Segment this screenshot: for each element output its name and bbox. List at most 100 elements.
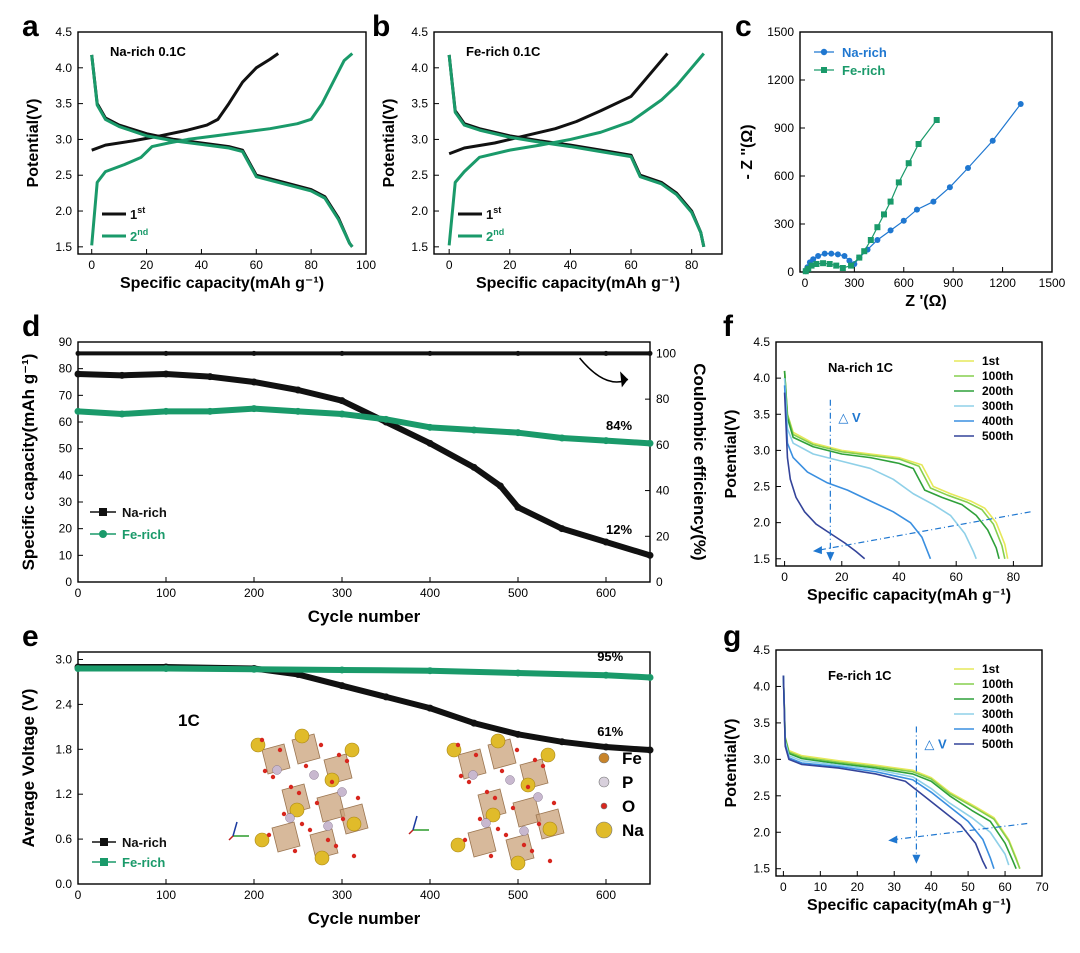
o-atom [307, 827, 313, 833]
series-na-rich-point [514, 503, 522, 511]
series-1st-charge-line [448, 52, 669, 156]
atom-legend-label: P [622, 773, 633, 792]
y2-tick-label: 80 [656, 392, 670, 406]
x-axis-label: Specific capacity(mAh g⁻¹) [120, 275, 324, 292]
panel-e: e 0 100 200 300 400 500 600 0.0 0.6 1.2 1.8 2.4 3.0 Cy… [19, 620, 654, 928]
series-fe-rich-point [933, 117, 940, 123]
arrowhead-icon [826, 552, 835, 562]
o-atom [355, 795, 361, 801]
legend-marker [100, 858, 108, 866]
plot-frame [799, 31, 1053, 273]
series-fe-rich-point [905, 160, 912, 167]
y-tick-label: 4.0 [753, 679, 770, 693]
series-100th-line [783, 370, 1006, 559]
series-fe-rich-point [826, 261, 833, 267]
x-tick-label: 30 [888, 880, 902, 894]
series-na-rich-point [250, 378, 258, 386]
series-na-rich-point [646, 551, 654, 559]
na-atom [346, 816, 362, 832]
annotation-arrow [579, 357, 629, 383]
arrowhead-icon [912, 854, 921, 864]
panel-d: d 0 100 200 300 400 500 600 0 10 20 30 40 50 60 70 80 90 0… [19, 310, 709, 626]
o-atom [277, 747, 283, 753]
crystal-axes-icon-1 [228, 821, 249, 841]
x-tick-label: 60 [950, 570, 964, 584]
series-fe-rich-point [514, 429, 522, 437]
x-tick-label: 300 [844, 276, 864, 290]
y-tick-label: 20 [59, 522, 73, 536]
x-tick-label: 40 [924, 880, 938, 894]
y-tick-label: 4.5 [753, 643, 770, 657]
x-axis-label: Specific capacity(mAh g⁻¹) [476, 275, 680, 292]
x-tick-label: 600 [894, 276, 914, 290]
series-fe-rich-point [839, 265, 846, 271]
panel-letter-c: c [735, 10, 752, 43]
x-tick-label: 0 [88, 258, 95, 272]
y-tick-label: 3.0 [753, 443, 770, 457]
x-tick-label: 0 [780, 880, 787, 894]
series-fe-rich-point [426, 423, 434, 431]
series-coulombic-efficiency-point [251, 350, 257, 356]
y-tick-label: 3.5 [55, 97, 72, 111]
x-tick-label: 600 [596, 888, 616, 902]
na-atom [485, 807, 501, 823]
arrowhead-icon [620, 371, 628, 388]
o-atom [270, 774, 276, 780]
panel-annotation: Na-rich 0.1C [110, 44, 186, 59]
y-tick-label: 1.5 [55, 240, 72, 254]
series-2nd-discharge-line [447, 54, 706, 248]
y-tick-label: 80 [59, 362, 73, 376]
panel-letter-f: f [723, 310, 734, 343]
legend-marker [99, 530, 107, 538]
legend-label: 300th [982, 399, 1013, 413]
series-1st-charge-line [91, 52, 280, 152]
panel-g: g 0 10 20 30 40 50 60 70 1.5 2.0 2.5 3.0 3.5 4.0 4.5 Spe… [723, 620, 1049, 914]
o-atom [503, 832, 509, 838]
series-fe-rich-point [820, 260, 827, 267]
panel-letter-g: g [723, 620, 741, 653]
series-fe-rich-point [881, 211, 887, 218]
series-na-rich-point [558, 738, 566, 746]
y-tick-label: 1.5 [753, 862, 770, 876]
o-atom [551, 800, 557, 806]
x-axis-label: Specific capacity(mAh g⁻¹) [807, 897, 1011, 914]
series-na-rich-point [946, 184, 953, 191]
series-fe-rich-point [338, 666, 346, 674]
na-atom [540, 747, 556, 763]
y-tick-label: 2.5 [55, 168, 72, 182]
legend-superscript: st [493, 205, 501, 215]
y-tick-label: 90 [59, 335, 73, 349]
series-na-rich-point [913, 206, 920, 213]
o-atom [488, 853, 494, 859]
series-fe-rich-point [602, 437, 610, 445]
series-fe-rich-point [382, 415, 390, 423]
series-na-rich-point [900, 217, 907, 224]
series-fe-rich-point [470, 426, 478, 434]
y-tick-label: 2.5 [411, 168, 428, 182]
atom-legend-marker [595, 821, 613, 839]
x-tick-label: 80 [685, 258, 699, 272]
series-na-rich-point [846, 257, 853, 264]
na-atom [294, 728, 310, 744]
panel-a: a 0 20 40 60 80 100 1.5 2.0 2.5 3.0 3.5 4.0 4.5 Specif… [22, 10, 376, 292]
capacity-fade-arrow [818, 511, 1031, 551]
series-na-rich-line [805, 103, 1022, 272]
o-atom [532, 757, 538, 763]
x-tick-label: 0 [75, 586, 82, 600]
series-coulombic-efficiency-point [163, 350, 169, 356]
series-na-rich-point [382, 693, 390, 701]
legend-label: 1st [982, 662, 999, 676]
y-tick-label: 4.0 [411, 61, 428, 75]
o-atom [458, 773, 464, 779]
series-coulombic-efficiency-point [339, 350, 345, 356]
legend-label: Na-rich [842, 45, 887, 60]
x-tick-label: 20 [851, 880, 865, 894]
series-na-rich-point [887, 227, 894, 234]
x-tick-label: 900 [943, 276, 963, 290]
y-tick-label: 0.6 [55, 832, 72, 846]
series-fe-rich-point [250, 405, 258, 413]
x-tick-label: 20 [503, 258, 517, 272]
x-tick-label: 60 [624, 258, 638, 272]
series-fe-rich-point [162, 664, 170, 672]
x-tick-label: 0 [75, 888, 82, 902]
